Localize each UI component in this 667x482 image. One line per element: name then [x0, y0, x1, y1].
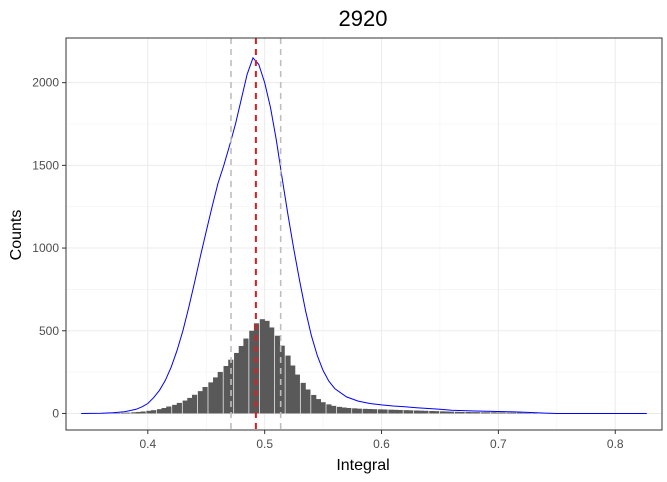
histogram-bar: [264, 320, 270, 414]
histogram-bar: [176, 402, 182, 414]
histogram-bar: [474, 412, 480, 414]
histogram-bar: [187, 397, 193, 414]
plot-area: [65, 37, 663, 431]
histogram-bar: [305, 389, 311, 414]
histogram-bar: [259, 319, 265, 414]
histogram-bar: [423, 410, 429, 414]
histogram-bar: [352, 408, 358, 414]
histogram-bar: [243, 338, 249, 414]
histogram-bar: [131, 412, 137, 414]
histogram-bar: [279, 345, 285, 414]
histogram-bar: [480, 412, 486, 414]
histogram-bar: [320, 402, 326, 414]
histogram-bar: [414, 410, 420, 414]
histogram-bar: [397, 409, 403, 414]
panel-border: [65, 37, 663, 431]
histogram-bar: [146, 410, 152, 414]
histogram-bar: [156, 409, 163, 414]
histogram-bar: [371, 409, 378, 414]
histogram-bar: [433, 411, 440, 414]
histogram-bar: [506, 412, 512, 414]
x-tick-label: 0.6: [373, 437, 390, 451]
histogram-bar: [367, 408, 373, 414]
histogram-bar: [197, 391, 203, 414]
histogram-bar: [234, 352, 240, 414]
histogram-bar: [326, 404, 332, 414]
x-axis-ticks: 0.4 0.5 0.6 0.7 0.8: [139, 430, 624, 451]
histogram-bar: [315, 399, 321, 414]
histogram-bar: [249, 330, 255, 414]
histogram-bar: [311, 394, 317, 414]
x-tick-label: 0.8: [607, 437, 624, 451]
histogram-bar: [491, 412, 497, 414]
histogram-bar: [300, 382, 306, 414]
histogram-bar: [403, 410, 409, 414]
histogram-bar: [166, 406, 172, 414]
histogram-bar: [526, 412, 532, 414]
histogram-bar: [500, 412, 506, 414]
x-tick-label: 0.7: [490, 437, 507, 451]
histogram-bar: [444, 411, 450, 414]
histogram-bar: [285, 355, 291, 414]
histogram-bar: [418, 410, 424, 414]
histogram-bar: [470, 412, 476, 414]
histogram-bar: [511, 412, 517, 414]
histogram-bar: [290, 365, 296, 414]
histogram-bar: [274, 335, 281, 414]
y-axis-ticks: 0 500 1000 1500 2000: [32, 76, 66, 420]
histogram-bar: [465, 411, 471, 414]
histogram-bar: [439, 411, 445, 414]
histogram-bar: [454, 411, 461, 414]
histogram-bar: [202, 386, 208, 414]
histogram-bar: [238, 345, 244, 414]
x-tick-label: 0.5: [256, 437, 273, 451]
y-tick-label: 0: [52, 406, 59, 420]
histogram-bar: [223, 365, 229, 414]
histogram-bar: [182, 400, 188, 414]
y-axis-title: Counts: [8, 210, 25, 261]
histogram-bar: [459, 411, 465, 414]
histogram-bar: [388, 409, 394, 414]
histogram-bar: [208, 382, 214, 414]
histogram-bar: [382, 409, 388, 414]
histogram-bar: [485, 412, 491, 414]
histogram-bar: [135, 411, 142, 414]
histogram-bar: [516, 412, 522, 414]
histogram-bar: [362, 408, 368, 414]
histogram-bar: [269, 327, 275, 414]
histogram-bar: [341, 407, 347, 414]
histogram-bar: [140, 411, 146, 414]
histogram-bar: [408, 410, 414, 414]
x-tick-label: 0.4: [139, 437, 156, 451]
histogram-bar: [356, 408, 362, 414]
y-tick-label: 1500: [32, 158, 59, 172]
histogram-bar: [228, 359, 234, 414]
histogram-bar: [346, 408, 352, 414]
y-tick-label: 500: [39, 324, 59, 338]
chart-title: 2920: [339, 6, 388, 31]
histogram-bar: [336, 406, 343, 414]
histogram-bar: [429, 410, 435, 414]
histogram-bar: [161, 408, 167, 414]
y-tick-label: 1000: [32, 241, 59, 255]
histogram-bar: [217, 371, 223, 414]
histogram-bar: [120, 412, 126, 414]
histogram-bar: [294, 374, 300, 414]
histogram-bar: [151, 410, 157, 414]
density-curve: [81, 56, 647, 414]
histogram-bar: [392, 409, 399, 414]
histogram-bar: [449, 411, 455, 414]
histogram-bar: [377, 409, 383, 414]
histogram-bar: [521, 412, 527, 414]
histogram-bar: [213, 377, 219, 414]
histogram-bar: [191, 394, 198, 414]
histogram-bar: [125, 412, 131, 414]
histogram-bar: [495, 412, 501, 414]
histogram-bar: [172, 404, 178, 414]
x-axis-title: Integral: [336, 457, 389, 474]
y-tick-label: 2000: [32, 76, 59, 90]
histogram-bar: [331, 405, 337, 414]
